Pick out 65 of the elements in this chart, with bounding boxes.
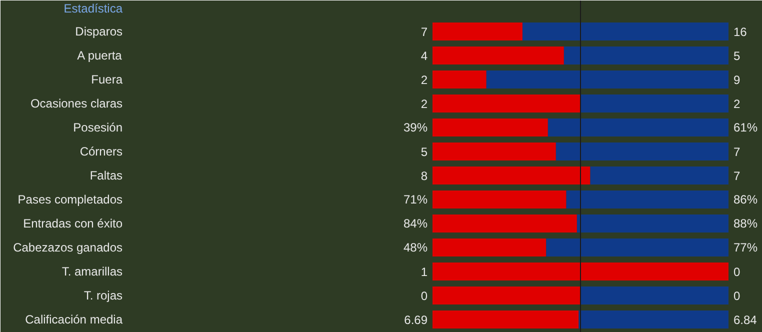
y-tick-label: Calificación media xyxy=(25,312,123,326)
y-tick-label: A puerta xyxy=(77,48,122,62)
bar xyxy=(432,238,546,256)
bar xyxy=(432,190,566,208)
bar xyxy=(432,142,556,160)
text: 5 xyxy=(734,49,740,63)
y-tick-label: Ocasiones claras xyxy=(30,96,123,110)
y-tick-label: Cabezazos ganados xyxy=(13,240,123,254)
text: 88% xyxy=(734,216,758,230)
bar xyxy=(578,310,728,328)
bar xyxy=(432,22,522,40)
bar xyxy=(546,238,728,256)
y-tick-label: Entradas con éxito xyxy=(23,216,123,230)
text: 2 xyxy=(420,97,428,111)
text: 0 xyxy=(734,289,740,303)
y-tick-label: Faltas xyxy=(90,168,123,182)
text: 16 xyxy=(734,25,748,39)
bar xyxy=(522,22,728,40)
y-tick-label: Posesión xyxy=(73,120,123,134)
y-tick-label: T. rojas xyxy=(84,288,123,302)
text: 39% xyxy=(403,120,428,134)
text: 5 xyxy=(420,145,428,159)
text: 4 xyxy=(420,49,428,63)
text: 71% xyxy=(403,192,428,206)
text: 77% xyxy=(734,240,758,254)
text: Estadística xyxy=(64,2,123,16)
bar xyxy=(576,214,728,232)
text: 2 xyxy=(734,97,740,111)
text: 6.69 xyxy=(404,313,428,327)
text: 2 xyxy=(420,73,428,87)
bar xyxy=(566,190,728,208)
text: 1 xyxy=(420,265,428,279)
bar xyxy=(432,262,728,280)
bar xyxy=(432,94,580,112)
text: 0 xyxy=(420,289,428,303)
bar xyxy=(564,46,728,64)
bar xyxy=(432,118,548,136)
bar xyxy=(590,166,728,184)
y-tick-label: Córners xyxy=(80,144,123,158)
text: 48% xyxy=(403,240,428,254)
bar xyxy=(432,70,486,88)
text: 0 xyxy=(734,265,740,279)
bar xyxy=(432,166,590,184)
text: 8 xyxy=(420,169,428,183)
y-tick-label: Fuera xyxy=(91,72,123,86)
y-tick-label: Pases completados xyxy=(18,192,123,206)
text: 86% xyxy=(734,192,758,206)
text: 61% xyxy=(734,120,758,134)
bar xyxy=(432,46,564,64)
bar xyxy=(432,286,580,304)
text: 9 xyxy=(734,73,740,87)
text: 84% xyxy=(403,216,428,230)
bar xyxy=(580,94,728,112)
bar xyxy=(548,118,728,136)
bar xyxy=(580,286,728,304)
text: 6.84 xyxy=(734,313,758,327)
bar xyxy=(556,142,728,160)
text: 7 xyxy=(734,169,740,183)
bar xyxy=(432,214,577,232)
y-tick-label: Disparos xyxy=(75,24,123,38)
text: 7 xyxy=(734,145,740,159)
bar xyxy=(486,70,728,88)
text: 7 xyxy=(420,25,428,39)
bar xyxy=(432,310,579,328)
y-tick-label: T. amarillas xyxy=(62,264,123,278)
